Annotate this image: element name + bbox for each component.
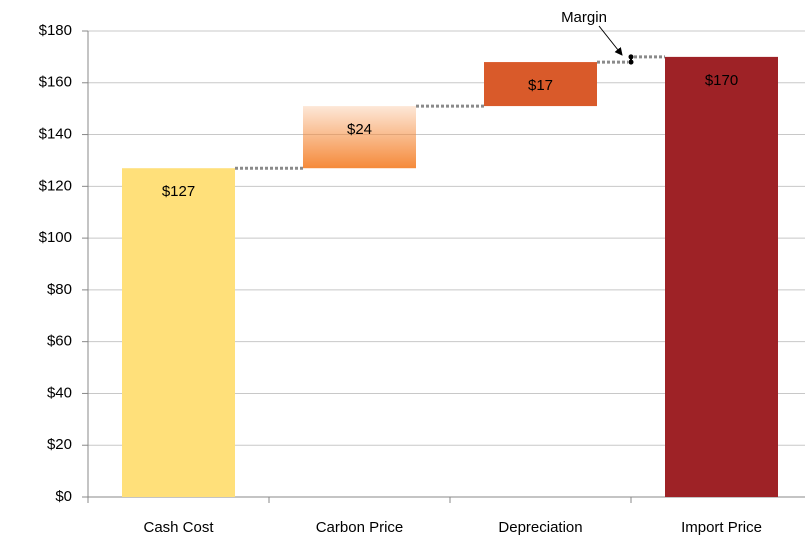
y-tick-label: $120 bbox=[39, 177, 72, 194]
y-tick-label: $80 bbox=[47, 281, 72, 298]
x-tick-label: Import Price bbox=[681, 519, 762, 536]
x-tick-label: Cash Cost bbox=[143, 519, 214, 536]
bar bbox=[303, 106, 416, 169]
y-tick-label: $140 bbox=[39, 126, 72, 143]
y-tick-label: $160 bbox=[39, 74, 72, 91]
y-tick-label: $40 bbox=[47, 384, 72, 401]
bar bbox=[665, 56, 778, 498]
x-tick-label: Depreciation bbox=[498, 519, 582, 536]
x-tick-label: Carbon Price bbox=[316, 519, 404, 536]
y-tick-label: $20 bbox=[47, 436, 72, 453]
y-tick-label: $180 bbox=[39, 22, 72, 39]
margin-arrow bbox=[598, 25, 623, 56]
y-tick-label: $100 bbox=[39, 229, 72, 246]
value-label: $17 bbox=[528, 77, 553, 94]
y-tick-label: $0 bbox=[55, 488, 72, 505]
margin-dot bbox=[628, 54, 634, 60]
y-tick-label: $60 bbox=[47, 333, 72, 350]
margin-label: Margin bbox=[561, 9, 607, 26]
value-label: $127 bbox=[162, 183, 195, 200]
value-label: $24 bbox=[347, 121, 372, 138]
value-label: $170 bbox=[705, 72, 738, 89]
bar bbox=[484, 62, 597, 107]
bar bbox=[122, 168, 235, 497]
margin-dot bbox=[628, 59, 634, 65]
